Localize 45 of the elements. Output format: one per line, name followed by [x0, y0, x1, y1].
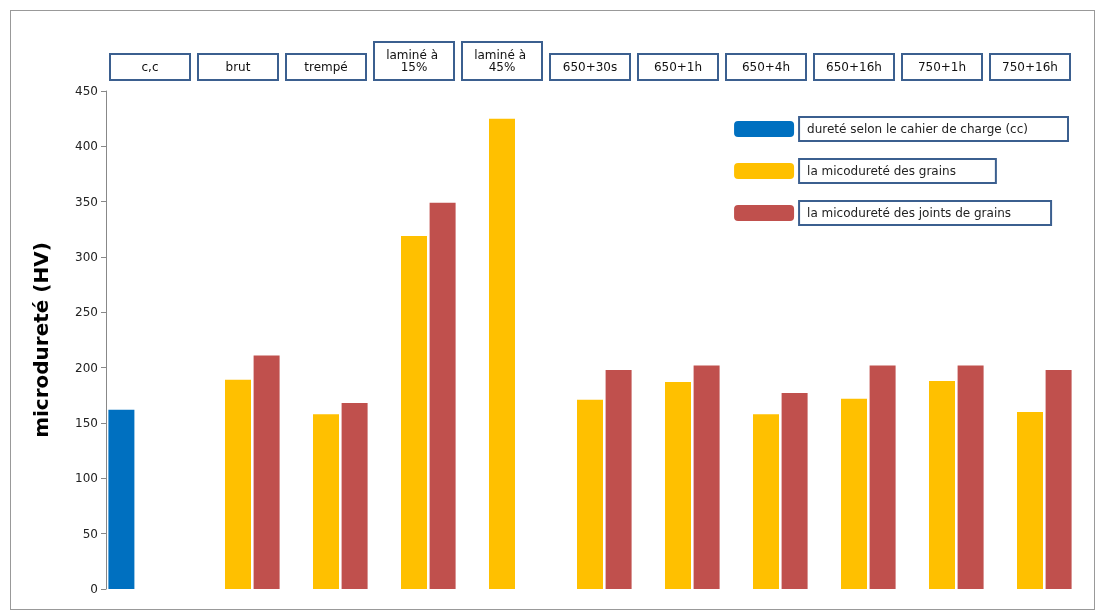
x-tick-label: c,c [141, 60, 159, 74]
bar [313, 414, 339, 589]
bar [693, 365, 720, 589]
y-tick-label: 0 [90, 582, 98, 596]
y-tick-label: 150 [75, 416, 98, 430]
bar [929, 380, 955, 589]
legend-label: dureté selon le cahier de charge (cc) [807, 122, 1029, 136]
bar [1045, 369, 1072, 589]
bar [489, 118, 515, 589]
x-tick-label: laminé à 45% [474, 48, 530, 74]
bar [1017, 411, 1043, 589]
bar [957, 365, 984, 589]
x-tick-label: 650+4h [741, 60, 791, 74]
x-tick-label: 650+30s [562, 60, 618, 74]
y-tick-label: 200 [75, 360, 98, 375]
x-tick-label: 750+1h [917, 60, 967, 74]
bar [253, 355, 280, 589]
x-tick-label: brut [225, 60, 251, 74]
bar [753, 414, 779, 589]
bar [225, 379, 251, 589]
bar [577, 399, 603, 589]
bar [869, 365, 896, 589]
bar [605, 369, 632, 589]
y-tick-label: 300 [75, 250, 98, 264]
legend-label: la micodureté des grains [807, 164, 956, 178]
y-tick-label: 250 [75, 305, 98, 320]
y-axis-title: microdureté (HV) [29, 242, 53, 438]
bar [341, 403, 368, 589]
bar [665, 382, 691, 589]
bar [429, 202, 456, 589]
y-tick-label: 50 [82, 526, 98, 541]
bar [841, 398, 867, 589]
y-tick-label: 100 [75, 471, 98, 486]
x-tick-label: 650+1h [653, 60, 703, 74]
x-tick-label: 750+16h [1002, 60, 1058, 74]
bar [108, 409, 135, 589]
y-tick-label: 450 [75, 84, 98, 98]
bar [781, 393, 808, 589]
bar [401, 235, 427, 589]
x-tick-label: 650+16h [826, 60, 882, 74]
x-tick-label: laminé à 15% [386, 48, 442, 74]
x-tick-label: trempé [304, 60, 348, 74]
legend-label: la micodureté des joints de grains [807, 206, 1012, 220]
y-tick-label: 350 [75, 194, 98, 209]
y-tick-label: 400 [75, 139, 98, 154]
